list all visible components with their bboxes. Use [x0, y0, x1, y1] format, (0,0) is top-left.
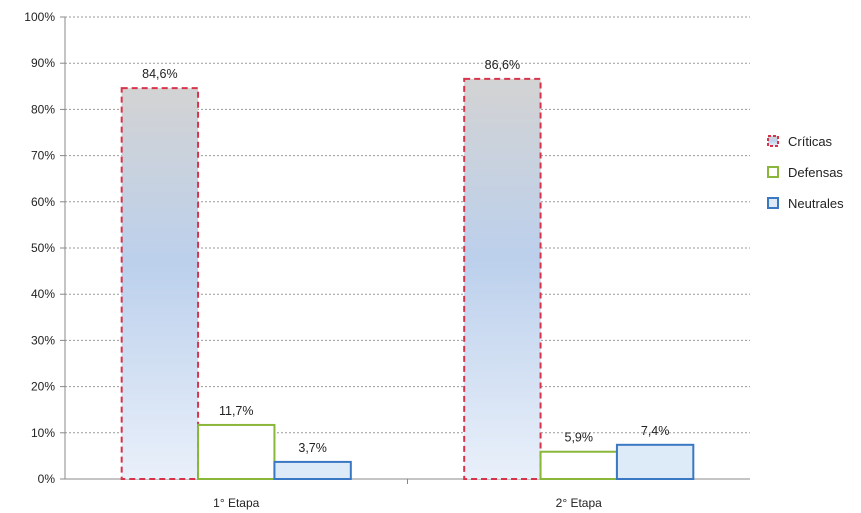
bar-criticas	[120, 87, 200, 480]
data-label: 5,9%	[565, 431, 594, 445]
y-tick-label: 90%	[31, 56, 55, 70]
legend-label: Defensas	[788, 165, 843, 180]
y-tick-label: 20%	[31, 380, 55, 394]
x-category-label: 2° Etapa	[556, 496, 602, 510]
y-tick-label: 40%	[31, 287, 55, 301]
y-tick-label: 0%	[38, 472, 56, 486]
y-tick-label: 60%	[31, 195, 55, 209]
legend: Críticas Defensas Neutrales	[767, 134, 844, 211]
data-label: 86,6%	[485, 58, 520, 72]
data-label: 7,4%	[641, 424, 670, 438]
bar-criticas	[463, 77, 542, 481]
y-axis-ticks: 0% 10% 20% 30% 40% 50% 60% 70% 80% 90% 100%	[24, 10, 55, 486]
data-labels: 84,6% 11,7% 3,7% 86,6% 5,9% 7,4%	[142, 58, 669, 455]
legend-swatch	[767, 166, 779, 178]
data-label: 11,7%	[219, 404, 254, 418]
y-tick-label: 80%	[31, 102, 55, 116]
legend-label: Críticas	[788, 134, 833, 149]
x-axis-categories: 1° Etapa 2° Etapa	[213, 496, 602, 510]
bar-defensas	[539, 450, 618, 481]
bars	[120, 77, 695, 481]
y-tick-label: 10%	[31, 426, 55, 440]
y-tick-label: 100%	[24, 10, 55, 24]
data-label: 3,7%	[298, 441, 327, 455]
legend-swatch	[767, 197, 779, 209]
data-label: 84,6%	[142, 67, 177, 81]
x-category-label: 1° Etapa	[213, 496, 259, 510]
legend-swatch	[767, 135, 779, 147]
y-tick-label: 30%	[31, 333, 55, 347]
bar-neutrales	[615, 443, 695, 481]
y-tick-label: 70%	[31, 149, 55, 163]
bar-neutrales	[273, 460, 352, 481]
legend-label: Neutrales	[788, 196, 844, 211]
bar-defensas	[197, 423, 276, 481]
y-tick-label: 50%	[31, 241, 55, 255]
